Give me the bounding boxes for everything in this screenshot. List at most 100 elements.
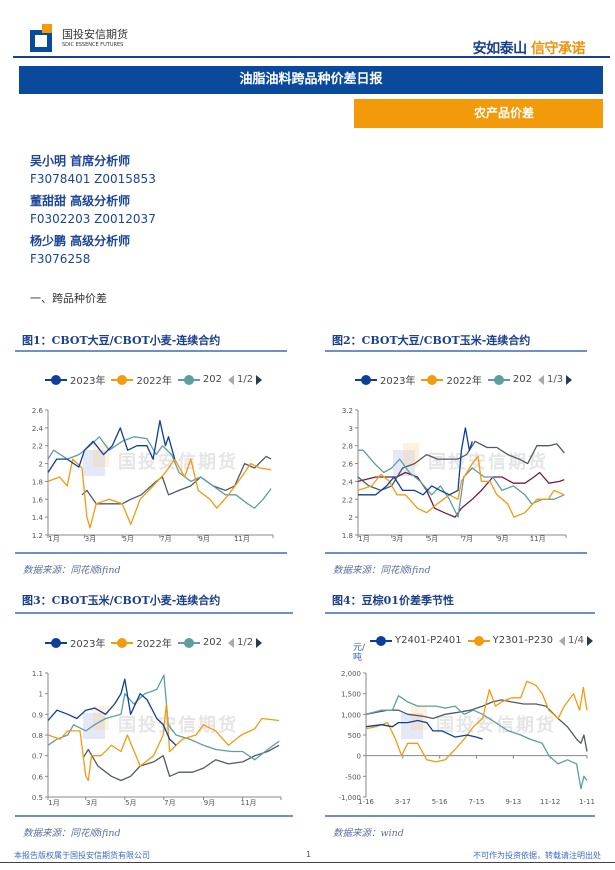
y-tick-label: 3.2 <box>342 407 353 415</box>
legend-item[interactable]: 2023年 <box>45 372 105 387</box>
y-tick-label: 2.2 <box>32 443 43 451</box>
legend-item[interactable]: 2022年 <box>111 372 172 387</box>
legend-next-icon[interactable] <box>256 374 263 385</box>
chart-bottom-rule <box>325 815 595 817</box>
y-tick-label: 2 <box>39 461 43 469</box>
legend-prev-icon[interactable] <box>538 374 544 385</box>
y-tick-label: 0.5 <box>32 794 43 802</box>
watermark-logo-icon <box>403 443 419 467</box>
legend-item[interactable]: Y2401-P2401 <box>370 635 462 646</box>
legend-item[interactable]: 202 <box>177 637 222 648</box>
legend-label: Y2301-P230 <box>492 635 553 646</box>
legend-prev-icon[interactable] <box>558 635 565 646</box>
chart-bottom-rule <box>15 815 293 817</box>
legend-item[interactable]: 2023年 <box>355 372 415 387</box>
watermark: 国投安信期货 <box>436 715 556 736</box>
chart-source: 数据来源：同花顺ifind <box>23 565 121 576</box>
legend-marker-icon <box>111 374 134 385</box>
legend-label: 2022年 <box>136 376 172 387</box>
y-axis-unit: 元/吨 <box>353 643 366 663</box>
slogan-part-1: 安如泰山 <box>472 41 528 57</box>
logo-subtext: SDIC ESSENCE FUTURES <box>62 42 124 48</box>
category-badge: 农产品价差 <box>354 99 603 128</box>
series-line-series-4 <box>365 699 588 752</box>
x-tick-label: 1-11 <box>579 798 595 806</box>
legend-next-icon[interactable] <box>256 637 263 648</box>
legend-item[interactable]: 2023年 <box>45 635 105 650</box>
x-tick-label: 7月 <box>462 535 473 543</box>
series-line-2022年 <box>47 703 280 782</box>
series-line-series-5 <box>357 471 565 518</box>
legend-label: 202 <box>202 637 222 648</box>
legend-item[interactable]: 202 <box>177 374 222 385</box>
legend-item[interactable]: 2022年 <box>111 635 172 650</box>
chart-title: 图1：CBOT大豆/CBOT小麦-连续合约 <box>22 334 221 347</box>
legend-label: 2023年 <box>70 376 106 387</box>
y-tick-label: 1,000 <box>341 711 361 719</box>
y-tick-label: 0.8 <box>32 732 43 740</box>
legend-prev-icon[interactable] <box>228 374 234 385</box>
chart-plot: 1.1 1 0.9 0.8 0.7 0.6 0.5 1月 3月 5月 7月 9月 11月 <box>32 670 282 807</box>
report-title: 油脂油料跨品种价差日报 <box>19 66 603 94</box>
series-line-2023年 <box>358 427 473 496</box>
chart-title: 图4：豆棕01价差季节性 <box>332 594 454 607</box>
chart-source: 数据来源：同花顺ifind <box>333 565 431 576</box>
x-tick-label: 1月 <box>358 535 369 543</box>
x-tick-label: 7-15 <box>469 798 485 806</box>
watermark-logo-icon <box>393 450 415 476</box>
watermark-logo-icon <box>93 443 109 467</box>
x-tick-label: 7月 <box>164 799 175 807</box>
y-tick-label: 2.6 <box>342 461 354 469</box>
legend-label: 202 <box>512 374 532 385</box>
legend-label: 202 <box>202 374 222 385</box>
legend-next-icon[interactable] <box>587 635 594 646</box>
x-tick-label: 5月 <box>122 535 133 543</box>
legend-page: 1/4 <box>567 635 585 646</box>
chart-legend: 2023年 2022年 202 1/2 <box>45 372 263 387</box>
legend-next-icon[interactable] <box>566 374 573 385</box>
chart-4: 图4：豆棕01价差季节性 Y2401-P2401 Y2301-P230 1/4 国投安信… <box>325 590 595 845</box>
chart-1: 图1：CBOT大豆/CBOT小麦-连续合约 2023年 2022年 202 1/2 国投安… <box>15 330 287 585</box>
legend-marker-icon <box>177 637 200 648</box>
chart-plot: 3.2 3 2.8 2.6 2.4 2.2 2 1.8 1月 3月 5月 7月 9月 11月 <box>342 407 567 543</box>
chart-source: 数据来源：wind <box>333 828 404 839</box>
legend-prev-icon[interactable] <box>228 637 234 648</box>
y-tick-label: 2.4 <box>342 478 354 486</box>
legend-page: 1/2 <box>237 374 254 385</box>
legend-marker-icon <box>111 637 134 648</box>
slogan-part-2: 信守承诺 <box>531 41 586 57</box>
series-line-series-3 <box>365 695 588 790</box>
chart-title-rule <box>15 612 293 614</box>
x-tick-label: 11月 <box>241 799 257 807</box>
page-number: 1 <box>306 850 312 859</box>
series-line-Y2301-P230 <box>365 680 588 763</box>
watermark-logo-icon <box>83 713 105 739</box>
y-tick-label: 1.4 <box>32 514 44 522</box>
x-tick-label: 5-16 <box>432 798 448 806</box>
x-tick-label: 9月 <box>204 799 215 807</box>
x-tick-label: 3月 <box>85 535 96 543</box>
legend-label: Y2401-P2401 <box>395 635 462 646</box>
series-line-2023年 <box>47 420 176 473</box>
company-logo: 国投安信期货 SDIC ESSENCE FUTURES <box>30 24 128 52</box>
y-tick-label: 2.4 <box>32 425 44 433</box>
legend-item[interactable]: 202 <box>487 374 532 385</box>
watermark-logo-icon <box>401 713 423 739</box>
chart-plot: 2.6 2.4 2.2 2 1.8 1.6 1.4 1.2 1月 3月 5月 7月 9月 11月 <box>32 407 274 543</box>
y-tick-label: -1,000 <box>338 794 361 802</box>
x-tick-label: 7月 <box>160 535 171 543</box>
series-line-2022年 <box>357 455 565 518</box>
y-tick-label: 1 <box>39 691 43 699</box>
legend-item[interactable]: 2022年 <box>421 372 482 387</box>
legend-marker-icon <box>355 374 377 385</box>
y-tick-label: 2.8 <box>342 443 353 451</box>
watermark-logo-icon <box>411 706 427 730</box>
legend-item[interactable]: Y2301-P230 <box>467 635 553 646</box>
legend-marker-icon <box>45 374 67 385</box>
chart-bottom-rule <box>325 552 587 554</box>
legend-label: 2023年 <box>70 639 106 650</box>
analyst-name: 杨少鹏 高级分析师 <box>30 234 131 248</box>
y-tick-label: 0 <box>357 753 361 761</box>
series-line-2022年 <box>47 458 272 529</box>
x-tick-label: 3月 <box>392 535 403 543</box>
